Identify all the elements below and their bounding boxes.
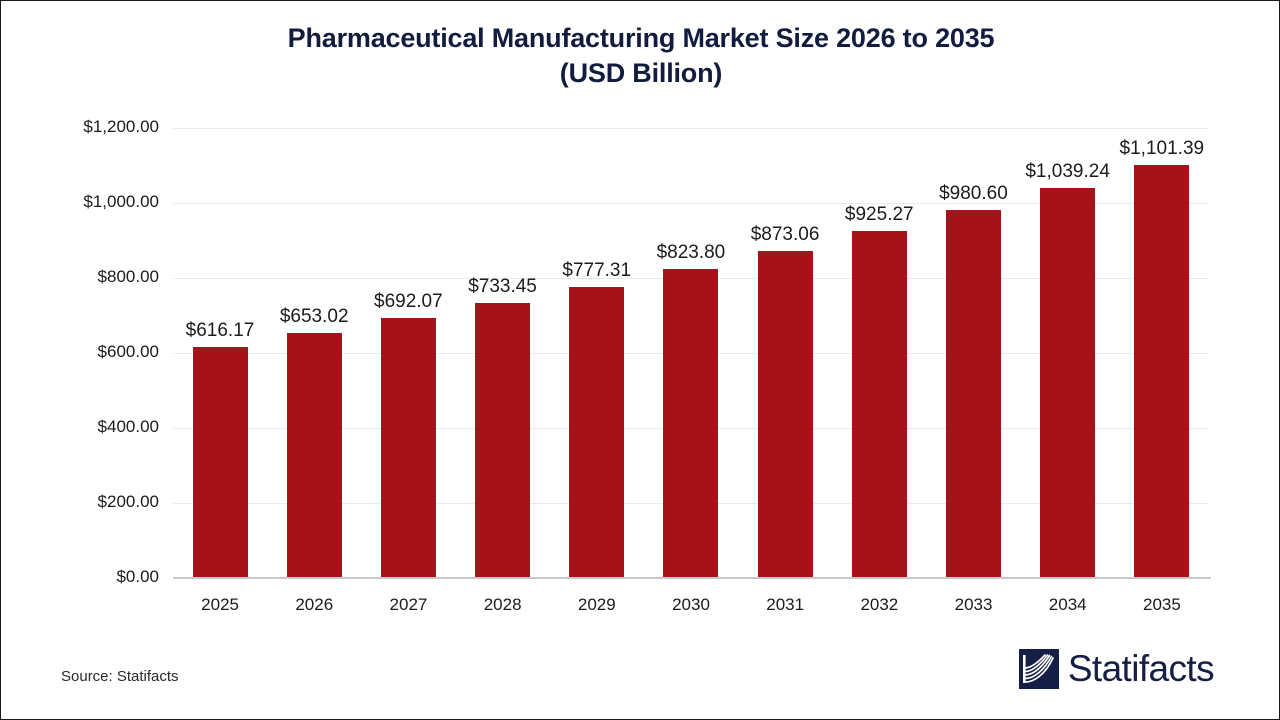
bar[interactable] <box>192 346 248 578</box>
bar-value-label: $873.06 <box>750 223 820 245</box>
y-axis-tick-label: $600.00 <box>97 342 159 361</box>
bar-group[interactable]: $925.27 <box>832 128 926 578</box>
y-axis-tick-label: $0.00 <box>116 567 159 586</box>
bar-value-label: $1,101.39 <box>1119 137 1205 159</box>
bar-value-label: $1,039.24 <box>1025 161 1110 183</box>
x-axis-tick-label: 2030 <box>672 595 710 614</box>
bar-value-label: $777.31 <box>562 259 632 281</box>
chart-title-line-2: (USD Billion) <box>559 58 723 88</box>
bar-group[interactable]: $653.02 <box>267 128 361 578</box>
statifacts-logo: Statifacts <box>1018 648 1215 689</box>
gridline <box>173 203 1209 204</box>
chart-title: Pharmaceutical Manufacturing Market Size… <box>1 21 1279 91</box>
y-axis-tick-label: $1,000.00 <box>83 192 159 211</box>
x-axis-tick-label: 2034 <box>1048 595 1087 614</box>
bar[interactable] <box>1134 164 1190 578</box>
statifacts-wave-mark-icon <box>1018 649 1059 689</box>
x-axis-tick-label: 2028 <box>483 595 522 614</box>
bar-value-label: $653.02 <box>279 306 349 328</box>
bar-group[interactable]: $980.60 <box>926 128 1020 578</box>
bar[interactable] <box>286 333 342 578</box>
x-axis-tick-label: 2035 <box>1142 595 1181 614</box>
bar-group[interactable]: $873.06 <box>738 128 832 578</box>
x-axis-tick-label: 2029 <box>577 595 616 614</box>
plot-area: $616.17 $653.02 $692.07 $733.45 $777.31 $823.… <box>173 128 1209 579</box>
gridline <box>173 128 1209 129</box>
bar[interactable] <box>569 286 625 578</box>
bar-value-label: $733.45 <box>468 275 537 297</box>
bar-group[interactable]: $777.31 <box>550 128 644 578</box>
y-axis-tick-label: $800.00 <box>97 267 159 286</box>
y-axis-tick-label: $1,200.00 <box>83 117 159 136</box>
y-axis-labels: $1,200.00 $1,000.00 $800.00 $600.00 $400.00 $… <box>34 1 159 719</box>
bar-value-label: $925.27 <box>844 204 914 226</box>
x-axis-line <box>173 577 1211 579</box>
bar[interactable] <box>380 318 436 578</box>
bar-value-label: $980.60 <box>939 183 1008 205</box>
bar[interactable] <box>1040 188 1096 578</box>
y-axis-tick-label: $200.00 <box>97 492 159 511</box>
x-axis-tick-label: 2032 <box>860 595 899 614</box>
chart-title-line-1: Pharmaceutical Manufacturing Market Size… <box>287 23 995 53</box>
bar[interactable] <box>475 302 531 578</box>
bar-group[interactable]: $692.07 <box>361 128 455 578</box>
source-note: Source: Statifacts <box>61 668 179 685</box>
bar-value-label: $823.80 <box>656 242 726 264</box>
bar[interactable] <box>757 250 813 578</box>
x-axis-tick-label: 2033 <box>954 595 993 614</box>
x-axis-tick-label: 2027 <box>389 595 428 614</box>
bar[interactable] <box>851 231 907 578</box>
bar-group[interactable]: $733.45 <box>456 128 550 578</box>
bar-value-label: $692.07 <box>374 291 443 313</box>
bar-group[interactable]: $616.17 <box>173 128 267 578</box>
bar-group[interactable]: $1,039.24 <box>1021 128 1115 578</box>
bar-group[interactable]: $823.80 <box>644 128 738 578</box>
x-axis-tick-label: 2025 <box>201 595 239 614</box>
x-axis-tick-label: 2031 <box>766 595 805 614</box>
bar[interactable] <box>663 269 719 578</box>
y-axis-tick-label: $400.00 <box>97 417 159 436</box>
x-axis-tick-label: 2026 <box>295 595 334 614</box>
brand-wordmark: Statifacts <box>1067 648 1215 689</box>
bar[interactable] <box>946 210 1002 578</box>
bar-group[interactable]: $1,101.39 <box>1115 128 1209 578</box>
bar-value-label: $616.17 <box>185 319 255 341</box>
